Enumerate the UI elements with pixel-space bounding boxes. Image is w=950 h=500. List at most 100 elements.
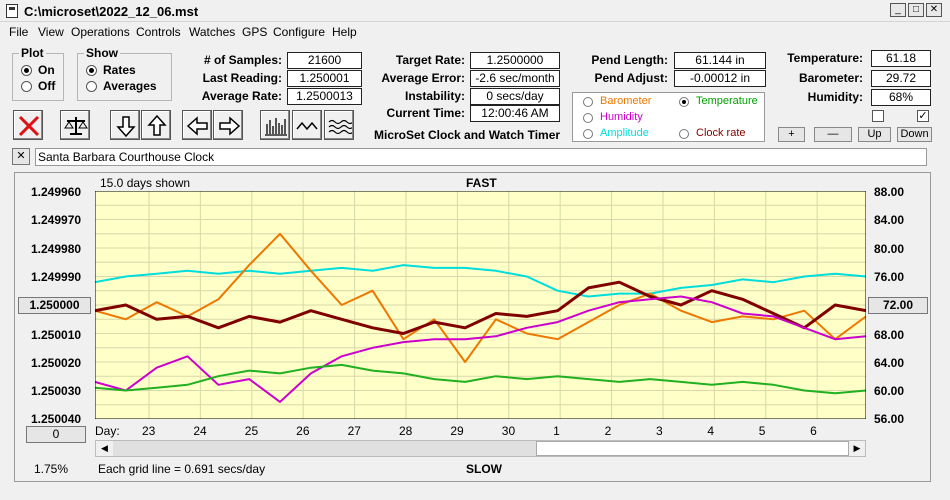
samples-label: # of Samples: (203, 53, 282, 67)
scroll-down-button[interactable] (110, 110, 140, 140)
day-tick-label: 26 (296, 424, 310, 438)
fast-label: FAST (466, 176, 497, 190)
show-averages-label: Averages (103, 79, 157, 93)
temperature-option[interactable]: Temperature (696, 95, 758, 107)
multi-wave-button[interactable] (324, 110, 354, 140)
instability-label: Instability: (404, 89, 465, 103)
target-rate-field[interactable]: 1.2500000 (470, 52, 560, 69)
menu-file[interactable]: File (9, 25, 29, 39)
menu-gps[interactable]: GPS (242, 25, 268, 39)
series-line-0 (95, 264, 866, 298)
temperature-radio[interactable] (679, 97, 689, 107)
zoom-in-button[interactable]: + (778, 127, 805, 142)
scrollbar-thumb[interactable] (536, 441, 849, 456)
day-tick-label: 1 (553, 424, 560, 438)
show-rates-radio[interactable] (86, 65, 97, 76)
series-line-4 (95, 363, 866, 395)
y-tick-left: 1.250010 (31, 328, 82, 342)
amplitude-option[interactable]: Amplitude (600, 127, 649, 139)
clock-rate-option[interactable]: Clock rate (696, 127, 746, 139)
target-rate-label: Target Rate: (395, 53, 465, 67)
right-checkbox[interactable]: ✓ (917, 110, 929, 122)
show-group: Show (77, 46, 172, 101)
scroll-right-arrow[interactable]: ▶ (849, 441, 865, 456)
clear-watch-button[interactable]: ✕ (12, 148, 30, 165)
bar-graph-button[interactable] (260, 110, 290, 140)
offset-button[interactable]: 0 (26, 426, 86, 443)
menu-help[interactable]: Help (332, 25, 357, 39)
scroll-right-button[interactable] (213, 110, 243, 140)
menu-bar: File View Operations Controls Watches GP… (0, 22, 950, 42)
humidity-option[interactable]: Humidity (600, 111, 643, 123)
current-rate-button[interactable]: 1.250000 (18, 297, 91, 314)
pend-adjust-label: Pend Adjust: (594, 71, 668, 85)
scroll-left-button[interactable] (182, 110, 212, 140)
menu-configure[interactable]: Configure (273, 25, 326, 39)
day-tick-label: 2 (604, 424, 612, 438)
series-line-2 (95, 280, 866, 335)
menu-controls[interactable]: Controls (136, 25, 181, 39)
show-group-title: Show (84, 46, 120, 60)
chart-scrollbar[interactable]: ◀ ▶ (95, 440, 866, 457)
plot-off-label: Off (38, 79, 56, 93)
amplitude-radio[interactable] (583, 129, 593, 139)
day-tick-label: 29 (450, 424, 464, 438)
y-tick-left: 1.250030 (31, 384, 82, 398)
wave-button[interactable] (292, 110, 322, 140)
barometer-field: 29.72 (871, 70, 931, 87)
y-tick-right: 88.00 (874, 185, 905, 199)
menu-watches[interactable]: Watches (189, 25, 236, 39)
menu-operations[interactable]: Operations (71, 25, 130, 39)
day-tick-label: 5 (758, 424, 766, 438)
show-averages-radio[interactable] (86, 81, 97, 92)
y-tick-right: 76.00 (874, 270, 905, 284)
maximize-button[interactable]: □ (908, 3, 924, 17)
average-error-field: -2.6 sec/month (470, 70, 560, 87)
wave-icon (296, 121, 318, 131)
last-reading-label: Last Reading: (202, 71, 282, 85)
show-rates-label: Rates (103, 63, 136, 77)
day-tick-label: 6 (810, 424, 817, 438)
y-tick-right: 84.00 (874, 213, 905, 227)
window-title: C:\microset\2022_12_06.mst (24, 4, 199, 19)
series-line-3 (95, 295, 866, 403)
humidity-radio[interactable] (583, 113, 593, 123)
barometer-option[interactable]: Barometer (600, 95, 652, 107)
arrow-up-icon (147, 114, 167, 136)
close-window-button[interactable]: ✕ (926, 3, 942, 17)
current-time-field: 12:00:46 AM (470, 105, 560, 122)
plot-on-radio[interactable] (21, 65, 32, 76)
y-tick-right: 64.00 (874, 356, 905, 370)
product-title: MicroSet Clock and Watch Timer (374, 128, 561, 142)
plot-select-panel: Barometer Temperature Humidity Amplitude… (572, 92, 765, 142)
calibrate-button[interactable] (60, 110, 90, 140)
y-tick-left: 1.249960 (31, 185, 82, 199)
minimize-button[interactable]: _ (890, 3, 906, 17)
temperature-label: Temperature: (787, 51, 863, 65)
day-tick-label: 30 (501, 424, 516, 438)
arrow-down-icon (116, 116, 136, 138)
watch-name-field[interactable]: Santa Barbara Courthouse Clock (35, 148, 927, 166)
pend-adjust-field: -0.00012 in (674, 70, 766, 87)
current-temp-button[interactable]: 72.00 (868, 297, 928, 314)
arrow-right-icon (219, 116, 241, 136)
scale-down-button[interactable]: Down (897, 127, 932, 142)
barometer-radio[interactable] (583, 97, 593, 107)
zoom-out-button[interactable]: — (814, 127, 852, 142)
day-tick-label: 24 (193, 424, 207, 438)
slow-label: SLOW (466, 462, 502, 476)
day-tick-label: 27 (347, 424, 361, 438)
menu-view[interactable]: View (38, 25, 64, 39)
left-checkbox[interactable] (872, 110, 884, 122)
pend-length-field[interactable]: 61.144 in (674, 52, 766, 69)
day-tick-label: 23 (141, 424, 156, 438)
cancel-button[interactable] (13, 110, 43, 140)
scale-up-button[interactable]: Up (858, 127, 891, 142)
scroll-up-button[interactable] (141, 110, 171, 140)
y-tick-right: 60.00 (874, 384, 905, 398)
plot-off-radio[interactable] (21, 81, 32, 92)
clock-rate-radio[interactable] (679, 129, 689, 139)
balance-scale-icon (64, 117, 88, 135)
current-time-label: Current Time: (386, 106, 465, 120)
scroll-left-arrow[interactable]: ◀ (96, 441, 113, 456)
